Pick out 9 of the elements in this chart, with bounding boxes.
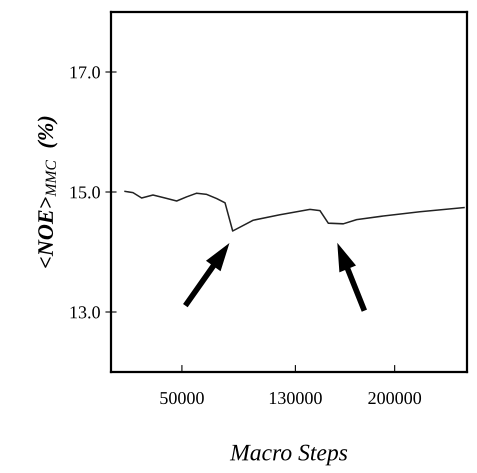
x-axis-title: Macro Steps [230,444,348,466]
x-tick-label: 200000 [368,392,422,404]
line-series [124,190,465,232]
x-tick-label: 50000 [160,392,204,404]
y-tick-label: 15.0 [70,186,100,199]
y-tick-label: 17.0 [70,66,100,79]
y-axis-title: <NOE>$_{MMC}$ (%) [37,116,58,268]
x-tick-label: 130000 [270,392,322,404]
y-tick-label: 13.0 [70,306,100,319]
